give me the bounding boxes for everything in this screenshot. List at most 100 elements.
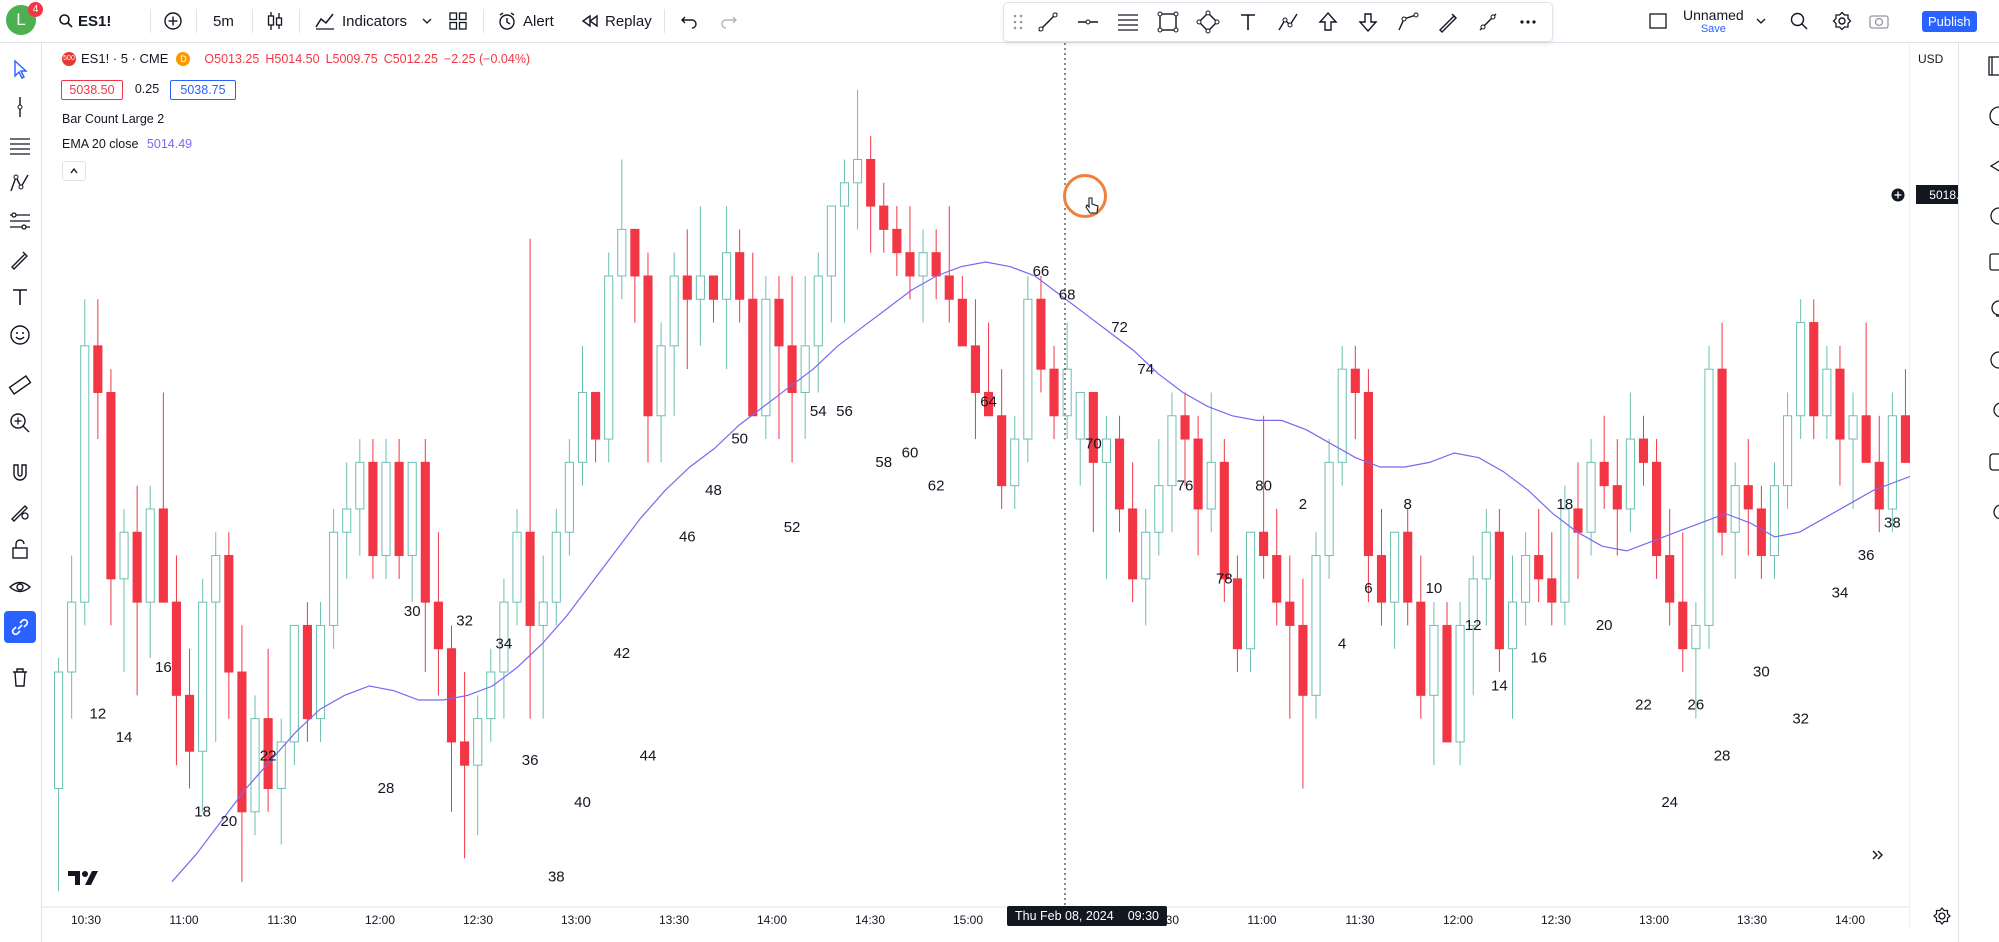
horizontal-line-icon[interactable] — [1076, 10, 1100, 34]
search-icon — [59, 14, 73, 28]
fib-retracement-icon[interactable] — [1116, 10, 1140, 34]
candle-body — [263, 718, 273, 790]
help-icon[interactable] — [1987, 501, 1999, 523]
replay-button[interactable]: Replay — [581, 0, 652, 42]
candle-body — [1678, 601, 1688, 650]
candle — [1599, 415, 1609, 509]
more-icon[interactable] — [1516, 10, 1540, 34]
time-axis-label: 10:30 — [71, 913, 101, 927]
alert-button[interactable]: Alert — [497, 0, 554, 42]
candle-body — [1494, 531, 1504, 650]
polyline-icon[interactable] — [1196, 10, 1220, 34]
avatar-letter: L — [16, 10, 26, 29]
pattern-icon[interactable] — [1276, 10, 1300, 34]
layers-icon[interactable] — [1987, 155, 1999, 177]
publish-button[interactable]: Publish — [1922, 0, 1977, 42]
candle-body — [1665, 555, 1675, 603]
layout-dropdown[interactable] — [1755, 0, 1767, 42]
arrow-up-icon[interactable] — [1316, 10, 1340, 34]
magnet-icon[interactable] — [8, 461, 32, 485]
bar-count-label: 64 — [980, 393, 997, 410]
currency-label[interactable]: USD — [1918, 52, 1944, 66]
compare-button[interactable] — [163, 0, 183, 42]
candle-body — [1573, 508, 1583, 533]
pattern-tool-icon[interactable] — [8, 171, 32, 195]
fib-tool-icon[interactable] — [8, 133, 32, 157]
buy-price-button[interactable]: 5038.75 — [170, 80, 236, 100]
candle — [1835, 345, 1845, 486]
pen-icon[interactable] — [1476, 10, 1500, 34]
scroll-to-realtime-button[interactable] — [1864, 842, 1890, 868]
layout-button[interactable] — [1648, 0, 1668, 42]
candle-body — [905, 252, 915, 277]
candle — [1272, 508, 1282, 626]
streams-icon[interactable] — [1987, 399, 1999, 421]
candle-body — [564, 461, 574, 533]
indicators-dropdown[interactable] — [421, 0, 433, 42]
trash-icon[interactable] — [8, 665, 32, 689]
legend-symbol[interactable]: ES1! · 5 · CME — [81, 51, 169, 66]
snapshot-button[interactable] — [1868, 0, 1890, 42]
tradingview-logo[interactable] — [66, 869, 100, 892]
chart-type-button[interactable] — [265, 0, 285, 42]
cursor-icon[interactable] — [8, 57, 32, 81]
interval-button[interactable]: 5m — [213, 0, 234, 42]
brush-tool-icon[interactable] — [8, 247, 32, 271]
layout-name-button[interactable]: Unnamed Save — [1683, 0, 1744, 42]
candle-body — [1783, 415, 1793, 487]
alerts-panel-icon[interactable] — [1987, 105, 1999, 127]
ruler-icon[interactable] — [8, 373, 32, 397]
path-icon[interactable] — [1396, 10, 1420, 34]
indicators-button[interactable]: Indicators — [314, 0, 407, 42]
notifications-icon[interactable] — [1987, 451, 1999, 473]
redo-button[interactable] — [720, 0, 738, 42]
drag-handle-icon[interactable] — [1006, 10, 1030, 34]
chart-pane[interactable]: 5020.005019.005018.005017.005016.005015.… — [42, 43, 1910, 929]
lock-icon[interactable] — [8, 537, 32, 561]
stay-in-drawing-icon[interactable] — [8, 499, 32, 523]
text-icon[interactable] — [1236, 10, 1260, 34]
indicator-legend-barcount[interactable]: Bar Count Large 2 — [62, 112, 165, 126]
arrow-down-icon[interactable] — [1356, 10, 1380, 34]
candle-body — [839, 182, 850, 207]
undo-button[interactable] — [680, 0, 698, 42]
chart-settings-gear-icon[interactable] — [1932, 906, 1952, 926]
candle — [394, 439, 404, 579]
collapse-legend-button[interactable] — [62, 161, 86, 181]
candle — [1416, 555, 1426, 719]
quick-search-button[interactable] — [1789, 0, 1809, 42]
candle — [970, 299, 981, 440]
prediction-tool-icon[interactable] — [8, 209, 32, 233]
candle — [237, 625, 247, 882]
candle-body — [329, 531, 339, 626]
brush-icon[interactable] — [1436, 10, 1460, 34]
price-chart[interactable]: 5020.005019.005018.005017.005016.005015.… — [42, 43, 1910, 929]
ideas-icon[interactable] — [1987, 299, 1999, 321]
candle — [1717, 322, 1727, 556]
trend-line-icon[interactable] — [1036, 10, 1060, 34]
add-alert-plus-button[interactable] — [1888, 185, 1908, 204]
time-axis-label: 11:00 — [169, 913, 198, 927]
emoji-icon[interactable] — [8, 323, 32, 347]
sell-price-button[interactable]: 5038.50 — [61, 80, 123, 100]
indicator-legend-ema[interactable]: EMA 20 close 5014.49 — [62, 137, 192, 151]
candle — [800, 275, 810, 440]
rectangle-icon[interactable] — [1156, 10, 1180, 34]
sync-drawings-button[interactable] — [4, 611, 36, 643]
candle — [577, 345, 588, 486]
chat-icon[interactable] — [1987, 349, 1999, 371]
text-tool-icon[interactable] — [8, 285, 32, 309]
candle-body — [1075, 391, 1085, 440]
trend-line-tool-icon[interactable] — [8, 95, 32, 119]
zoom-in-icon[interactable] — [8, 411, 32, 435]
calendar-icon[interactable] — [1987, 205, 1999, 227]
candle — [630, 228, 640, 323]
news-icon[interactable] — [1987, 251, 1999, 273]
settings-button[interactable] — [1832, 0, 1852, 42]
bar-count-label: 70 — [1085, 435, 1102, 452]
watchlist-icon[interactable] — [1987, 55, 1999, 77]
symbol-search-button[interactable]: ES1! — [58, 0, 111, 42]
bar-count-label: 74 — [1137, 361, 1154, 378]
templates-button[interactable] — [448, 0, 468, 42]
eye-icon[interactable] — [8, 575, 32, 599]
